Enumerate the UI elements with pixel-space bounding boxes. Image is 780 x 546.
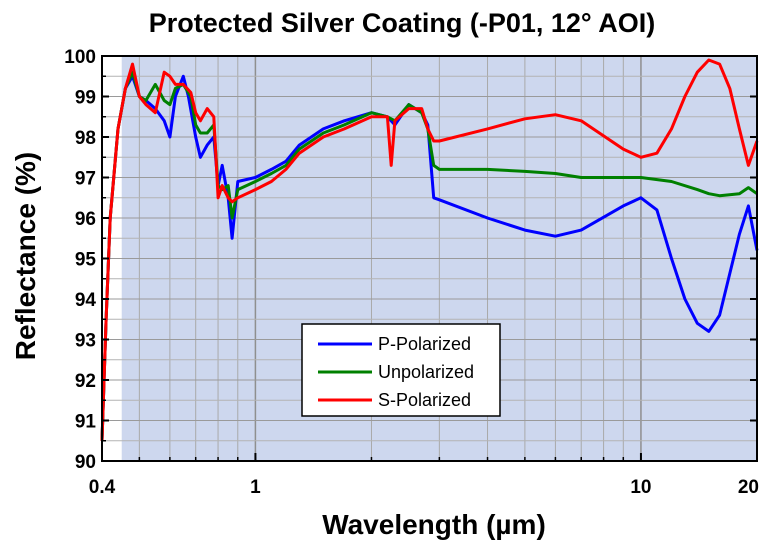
legend-label-p-polarized: P-Polarized xyxy=(378,334,471,354)
series-line-p-polarized xyxy=(100,74,759,441)
legend-label-unpolarized: Unpolarized xyxy=(378,362,474,382)
x-tick-label: 20 xyxy=(738,477,759,498)
x-tick-label: 10 xyxy=(630,477,651,498)
y-tick-label: 93 xyxy=(75,331,96,352)
y-tick-label: 99 xyxy=(75,88,96,109)
x-axis-label: Wavelength (µm) xyxy=(322,509,546,540)
y-tick-label: 98 xyxy=(75,128,96,149)
y-tick-label: 91 xyxy=(75,412,97,433)
y-tick-label: 95 xyxy=(75,250,97,271)
series-line-unpolarized xyxy=(100,70,758,441)
y-tick-label: 97 xyxy=(75,169,96,190)
y-axis-label: Reflectance (%) xyxy=(10,152,41,361)
series-line-s-polarized xyxy=(100,58,759,441)
chart-title: Protected Silver Coating (-P01, 12° AOI) xyxy=(149,8,655,38)
plot-area: 90 91 92 93 94 95 96 97 98 99 100 0.4 1 10 20 P-Polariz… xyxy=(64,47,759,498)
y-tick-label: 90 xyxy=(75,452,96,473)
y-tick-label: 92 xyxy=(75,371,96,392)
y-tick-label: 94 xyxy=(75,290,97,311)
y-tick-label: 100 xyxy=(64,47,96,68)
y-tick-label: 96 xyxy=(75,209,96,230)
x-tick-label: 1 xyxy=(250,477,261,498)
legend-label-s-polarized: S-Polarized xyxy=(378,390,471,410)
x-tick-label: 0.4 xyxy=(89,477,116,498)
